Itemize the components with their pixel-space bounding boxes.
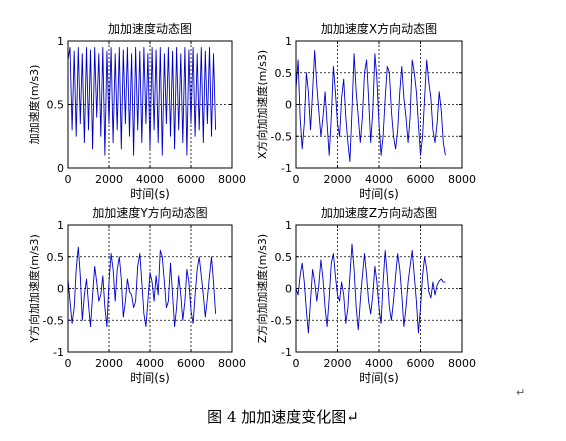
x-tick-label: 8000 <box>448 357 476 370</box>
y-axis-label: Z方向加加速度(m/s3) <box>255 234 269 343</box>
x-tick-label: 8000 <box>218 173 246 186</box>
y-axis-label: 加加速度(m/s3) <box>27 65 41 145</box>
y-tick-label: 0.5 <box>47 251 65 264</box>
y-tick-label: -0.5 <box>43 314 64 327</box>
chart-title: 加加速度Y方向动态图 <box>92 205 207 220</box>
y-tick-label: 0.5 <box>275 67 293 80</box>
y-tick-label: 0 <box>285 283 292 296</box>
y-tick-label: 0 <box>57 162 64 175</box>
y-axis-label: X方向加加速度(m/s3) <box>255 50 269 159</box>
x-tick-label: 6000 <box>407 357 435 370</box>
y-tick-label: 0 <box>57 283 64 296</box>
x-tick-label: 2000 <box>324 357 352 370</box>
data-line <box>295 50 446 163</box>
y-tick-label: 0.5 <box>275 251 293 264</box>
y-tick-label: -0.5 <box>271 314 292 327</box>
x-tick-label: 4000 <box>136 173 164 186</box>
y-tick-label: 1 <box>285 219 292 232</box>
y-tick-label: -1 <box>281 162 292 175</box>
x-axis-label: 时间(s) <box>130 371 170 385</box>
chart-panel-3: 0 2000 4000 6000 8000 -1 -0.5 0 0.5 1 加加速度Y方向动态图时间… <box>27 205 246 385</box>
chart-panel-2: 0 2000 4000 6000 8000 -1 -0.5 0 0.5 1 加加速度X方向动态图时间… <box>255 21 476 201</box>
y-tick-label: 1 <box>57 35 64 48</box>
x-tick-label: 2000 <box>95 173 123 186</box>
y-tick-label: -0.5 <box>271 130 292 143</box>
y-tick-label: -1 <box>281 346 292 359</box>
y-axis-label: Y方向加加速度(m/s3) <box>27 234 41 343</box>
x-axis-label: 时间(s) <box>359 187 399 201</box>
x-tick-label: 6000 <box>407 173 435 186</box>
chart-title: 加加速度X方向动态图 <box>321 21 437 36</box>
data-line <box>67 46 217 156</box>
x-tick-label: 4000 <box>365 173 393 186</box>
x-tick-label: 0 <box>65 357 72 370</box>
x-axis-label: 时间(s) <box>130 187 170 201</box>
x-tick-label: 2000 <box>324 173 352 186</box>
data-line <box>295 243 446 334</box>
x-tick-label: 0 <box>65 173 72 186</box>
chart-title: 加加速度动态图 <box>108 21 192 36</box>
y-tick-label: -1 <box>53 346 64 359</box>
chart-panel-4: 0 2000 4000 6000 8000 -1 -0.5 0 0.5 1 加加速度Z方向动态图时间… <box>255 205 476 385</box>
x-tick-label: 4000 <box>136 357 164 370</box>
x-tick-label: 8000 <box>448 173 476 186</box>
x-tick-label: 0 <box>293 357 300 370</box>
x-tick-label: 6000 <box>177 173 205 186</box>
x-tick-label: 6000 <box>177 357 205 370</box>
figure-caption: 图 4 加加速度变化图↵ <box>207 408 359 426</box>
x-tick-label: 4000 <box>365 357 393 370</box>
x-tick-label: 8000 <box>218 357 246 370</box>
x-axis-label: 时间(s) <box>359 371 399 385</box>
y-tick-label: 1 <box>57 219 64 232</box>
chart-title: 加加速度Z方向动态图 <box>321 205 437 220</box>
y-tick-label: 0 <box>285 99 292 112</box>
y-tick-label: 0.5 <box>47 99 65 112</box>
data-line <box>67 246 217 328</box>
x-tick-label: 0 <box>293 173 300 186</box>
x-tick-label: 2000 <box>95 357 123 370</box>
y-tick-label: 1 <box>285 35 292 48</box>
paragraph-mark: ↵ <box>516 386 526 399</box>
